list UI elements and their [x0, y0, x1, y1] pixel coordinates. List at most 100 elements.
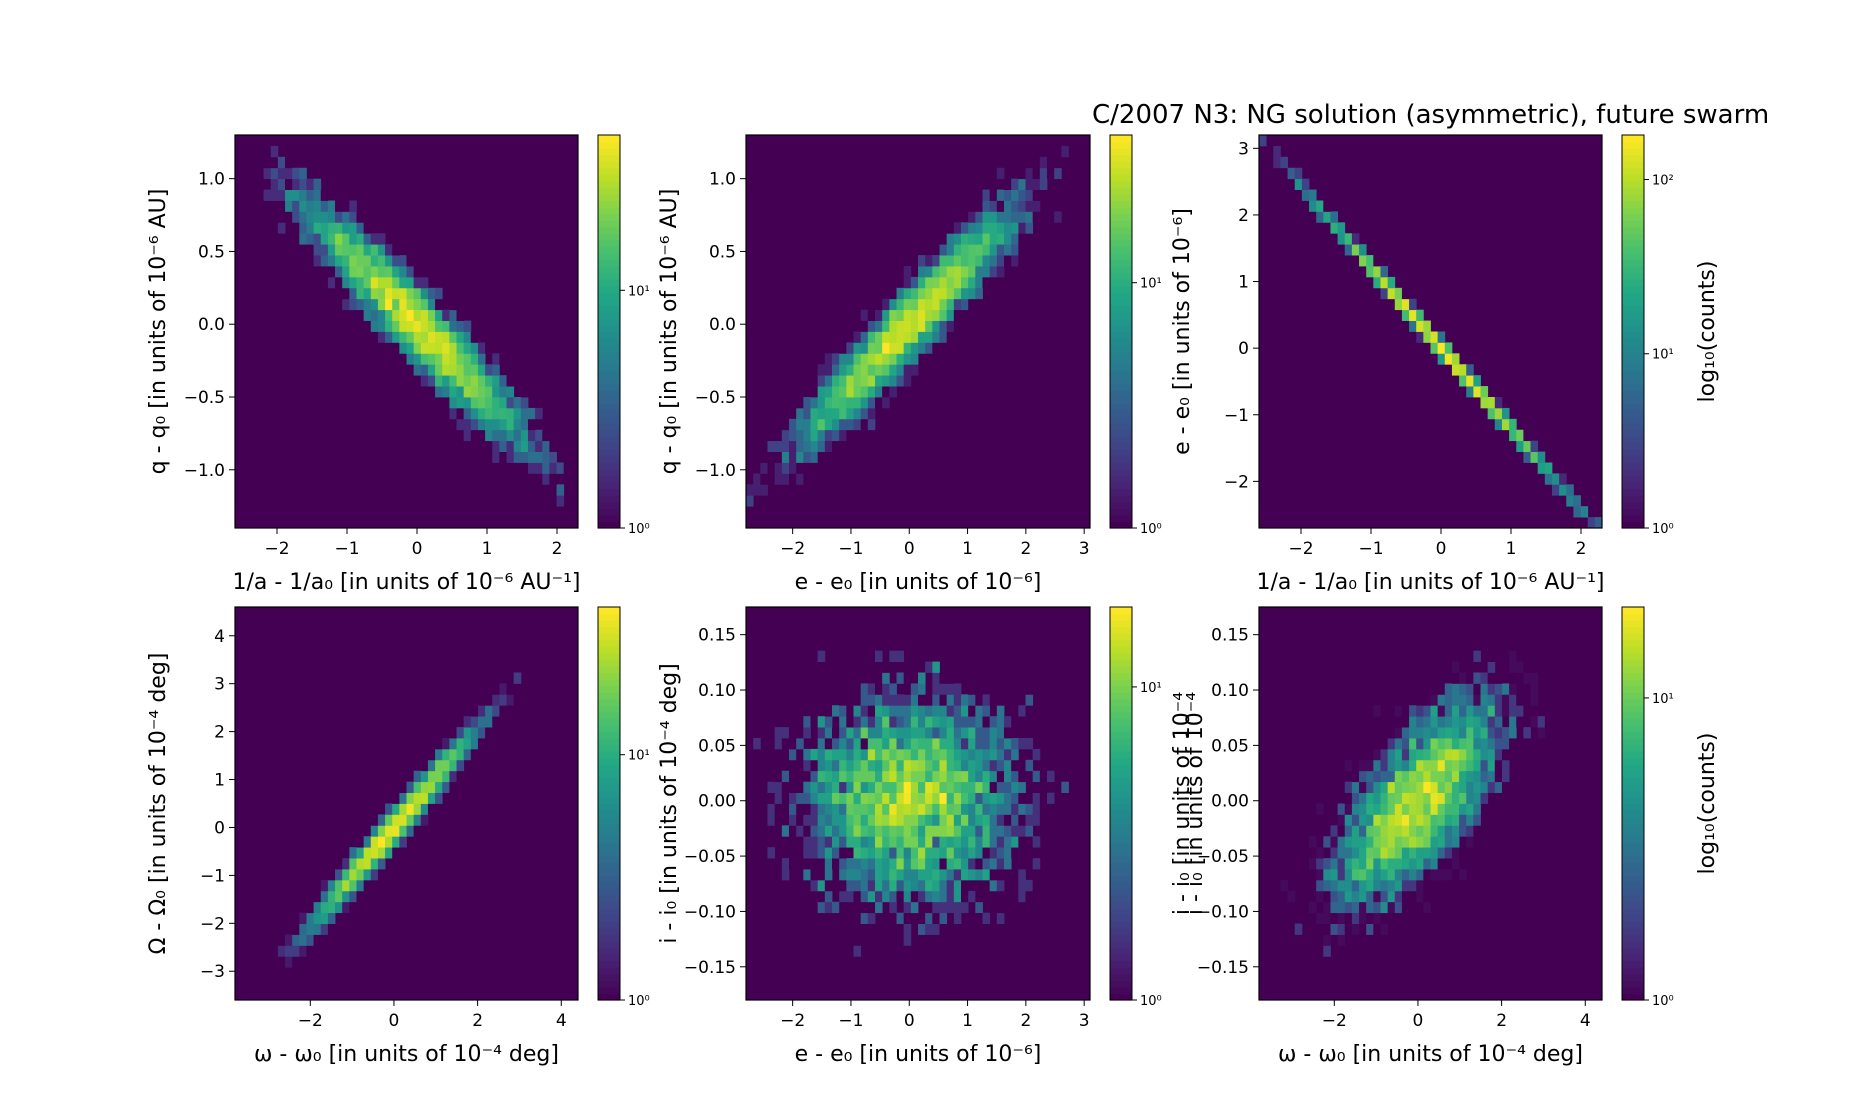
hexbin-cell	[277, 222, 286, 234]
colorbar-segment	[1622, 626, 1644, 634]
hexbin-cell	[1516, 440, 1524, 452]
hexbin-cell	[499, 440, 507, 452]
hexbin-cell	[875, 748, 883, 761]
colorbar-segment	[1622, 174, 1644, 182]
hexbin-cell	[1466, 738, 1474, 750]
hexbin-cell	[392, 266, 400, 278]
hexbin-cell	[1401, 759, 1410, 772]
colorbar-segment	[1622, 823, 1644, 831]
hexbin-cell	[335, 200, 343, 212]
hexbin-cell	[781, 418, 790, 431]
hexbin-cell	[363, 266, 372, 278]
colorbar-segment	[1110, 455, 1132, 464]
hexbin-cell	[925, 266, 933, 278]
hexbin-cell	[1387, 814, 1396, 826]
hexbin-cell	[839, 727, 847, 739]
hexbin-cell	[932, 683, 940, 695]
colorbar-segment	[1622, 331, 1644, 339]
hexbin-cell	[449, 781, 457, 793]
hexbin-cell	[867, 331, 876, 343]
hexbin-cell	[1032, 211, 1041, 223]
y-tick-label: 1.0	[709, 170, 736, 190]
hexbin-cell	[853, 683, 862, 695]
hexbin-cell	[406, 266, 415, 278]
hexbin-cell	[989, 847, 998, 859]
hexbin-cell	[975, 276, 983, 289]
hexbin-cell	[918, 727, 926, 739]
colorbar-segment	[1110, 469, 1132, 477]
colorbar-segment	[1110, 652, 1132, 660]
hexbin-cell	[1401, 869, 1410, 881]
colorbar-segment	[1110, 429, 1132, 437]
hexbin-cell	[910, 342, 919, 354]
hexbin-cell	[817, 836, 826, 848]
hexbin-cell	[1011, 244, 1019, 256]
hexbin-cell	[989, 738, 998, 750]
hexbin-cell	[1280, 923, 1288, 935]
hexbin-cell	[420, 276, 429, 289]
hexbin-cell	[839, 901, 847, 914]
hexbin-cell	[570, 462, 579, 474]
hexbin-cell	[867, 912, 876, 924]
hexbin-cell	[910, 309, 919, 321]
hexbin-cell	[1544, 716, 1553, 728]
hexbin-cell	[896, 738, 905, 750]
hexbin-cell	[803, 473, 811, 485]
hexbin-cell	[968, 858, 976, 870]
subplot-2: −2 −1 0 1 2 3−1.0−0.50.00.51.0e - e₀ [in unit…	[657, 134, 1162, 595]
hexbin-cell	[925, 276, 933, 289]
hexbin-cell	[946, 759, 955, 772]
hexbin-cell	[1494, 759, 1503, 772]
hexbin-cell	[427, 792, 436, 804]
hexbin-cell	[774, 869, 783, 881]
hexbin-cell	[903, 759, 912, 772]
hexbin-cell	[946, 748, 955, 761]
hexbin-cell	[1444, 814, 1453, 826]
hexbin-cell	[803, 847, 811, 859]
colorbar-segment	[1110, 180, 1132, 188]
hexbin-cell	[506, 440, 515, 452]
hexbin-cell	[975, 890, 983, 903]
y-tick-label: 3	[1238, 139, 1249, 159]
colorbar-segment	[1622, 803, 1644, 811]
hexbin-cell	[767, 495, 776, 507]
hexbin-cell	[513, 672, 522, 684]
hexbin-cell	[1047, 814, 1055, 826]
colorbar-segment	[598, 193, 620, 202]
hexbin-cell	[846, 934, 854, 946]
hexbin-cell	[327, 309, 336, 321]
hexbin-cell	[903, 792, 912, 804]
hexbin-cell	[1323, 934, 1331, 946]
hexbin-cell	[1301, 858, 1310, 870]
colorbar-segment	[598, 259, 620, 267]
hexbin-cell	[961, 244, 969, 256]
hexbin-cell	[824, 440, 833, 452]
hexbin-cell	[299, 211, 307, 223]
hexbin-cell	[385, 244, 393, 256]
hexbin-cell	[796, 397, 804, 409]
hexbin-cell	[817, 375, 826, 387]
hexbin-cell	[399, 255, 407, 267]
colorbar-label: log₁₀(counts)	[1695, 733, 1720, 875]
colorbar-segment	[598, 620, 620, 628]
hexbin-cell	[1537, 451, 1546, 463]
hexbin-cell	[1054, 211, 1062, 223]
hexbin-cell	[896, 364, 905, 376]
hexbin-cell	[1516, 759, 1524, 772]
colorbar-segment	[1110, 836, 1132, 844]
hexbin-cell	[442, 364, 450, 376]
hexbin-cell	[1039, 803, 1048, 815]
hexbin-cell	[1387, 836, 1396, 848]
hexbin-cell	[996, 222, 1005, 234]
hexbin-cell	[932, 705, 940, 717]
hexbin-cell	[420, 298, 429, 311]
hexbin-cell	[1004, 233, 1012, 245]
hexbin-cell	[774, 792, 783, 804]
hexbin-cell	[1416, 847, 1424, 859]
hexbin-cell	[385, 266, 393, 278]
colorbar-segment	[1110, 842, 1132, 850]
hexbin-cell	[1259, 145, 1267, 158]
hexbin-cell	[327, 869, 336, 881]
hexbin-cell	[989, 255, 998, 267]
